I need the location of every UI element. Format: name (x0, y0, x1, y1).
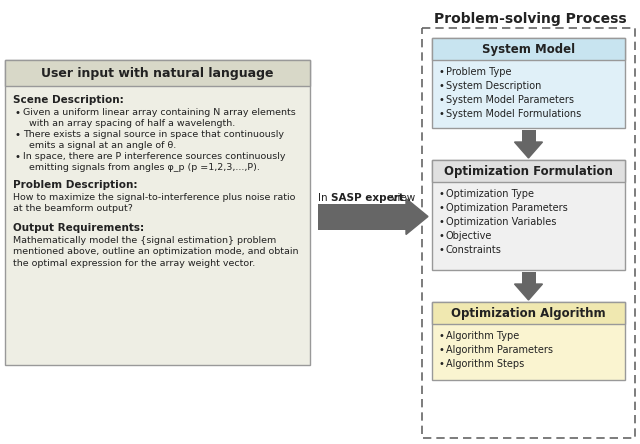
Text: Objective: Objective (446, 231, 492, 241)
Text: Algorithm Parameters: Algorithm Parameters (446, 345, 553, 355)
Bar (432, 302, 625, 324)
Text: •: • (15, 152, 21, 162)
Polygon shape (406, 198, 428, 234)
Bar (5, 60, 310, 86)
Text: SASP expert: SASP expert (331, 193, 404, 202)
Bar (422, 28, 635, 438)
Text: Algorithm Type: Algorithm Type (446, 331, 519, 341)
Text: Output Requirements:: Output Requirements: (13, 223, 144, 233)
Polygon shape (515, 284, 543, 300)
Text: •: • (438, 81, 444, 91)
Text: •: • (438, 95, 444, 105)
Bar (522, 272, 536, 284)
Bar (432, 160, 625, 182)
Text: There exists a signal source in space that continuously
  emits a signal at an a: There exists a signal source in space th… (23, 130, 284, 151)
Text: Optimization Variables: Optimization Variables (446, 217, 556, 227)
Text: •: • (438, 203, 444, 213)
Text: •: • (438, 67, 444, 77)
Polygon shape (515, 142, 543, 158)
Text: Given a uniform linear array containing N array elements
  with an array spacing: Given a uniform linear array containing … (23, 108, 296, 128)
Text: Optimization Algorithm: Optimization Algorithm (451, 306, 606, 320)
Text: Problem Description:: Problem Description: (13, 180, 138, 190)
Text: •: • (438, 345, 444, 355)
Text: System Description: System Description (446, 81, 541, 91)
Text: •: • (438, 109, 444, 119)
Text: •: • (438, 217, 444, 227)
Text: In space, there are P interference sources continuously
  emitting signals from : In space, there are P interference sourc… (23, 152, 285, 172)
Text: •: • (438, 245, 444, 255)
Text: •: • (438, 231, 444, 241)
Bar (432, 38, 625, 60)
Text: Mathematically model the {signal estimation} problem
mentioned above, outline an: Mathematically model the {signal estimat… (13, 236, 298, 268)
Text: •: • (15, 108, 21, 118)
Text: System Model Formulations: System Model Formulations (446, 109, 581, 119)
Text: System Model Parameters: System Model Parameters (446, 95, 574, 105)
Text: •: • (438, 359, 444, 369)
Text: •: • (438, 189, 444, 199)
Text: Optimization Formulation: Optimization Formulation (444, 164, 613, 178)
Text: In: In (318, 193, 331, 202)
Text: Scene Description:: Scene Description: (13, 95, 124, 105)
Bar (318, 203, 406, 230)
Bar (432, 302, 625, 380)
Text: How to maximize the signal-to-interference plus noise ratio
at the beamform outp: How to maximize the signal-to-interferen… (13, 193, 296, 214)
Bar (5, 60, 310, 365)
Text: Algorithm Steps: Algorithm Steps (446, 359, 524, 369)
Text: Optimization Type: Optimization Type (446, 189, 534, 199)
Bar (432, 160, 625, 270)
Text: view: view (388, 193, 415, 202)
Text: •: • (438, 331, 444, 341)
Bar (522, 130, 536, 142)
Text: Problem Type: Problem Type (446, 67, 511, 77)
Text: Optimization Parameters: Optimization Parameters (446, 203, 568, 213)
Text: System Model: System Model (482, 43, 575, 56)
Bar (432, 38, 625, 128)
Text: •: • (15, 130, 21, 140)
Text: Constraints: Constraints (446, 245, 502, 255)
Text: Problem-solving Process: Problem-solving Process (434, 12, 627, 26)
Text: User input with natural language: User input with natural language (41, 67, 274, 79)
